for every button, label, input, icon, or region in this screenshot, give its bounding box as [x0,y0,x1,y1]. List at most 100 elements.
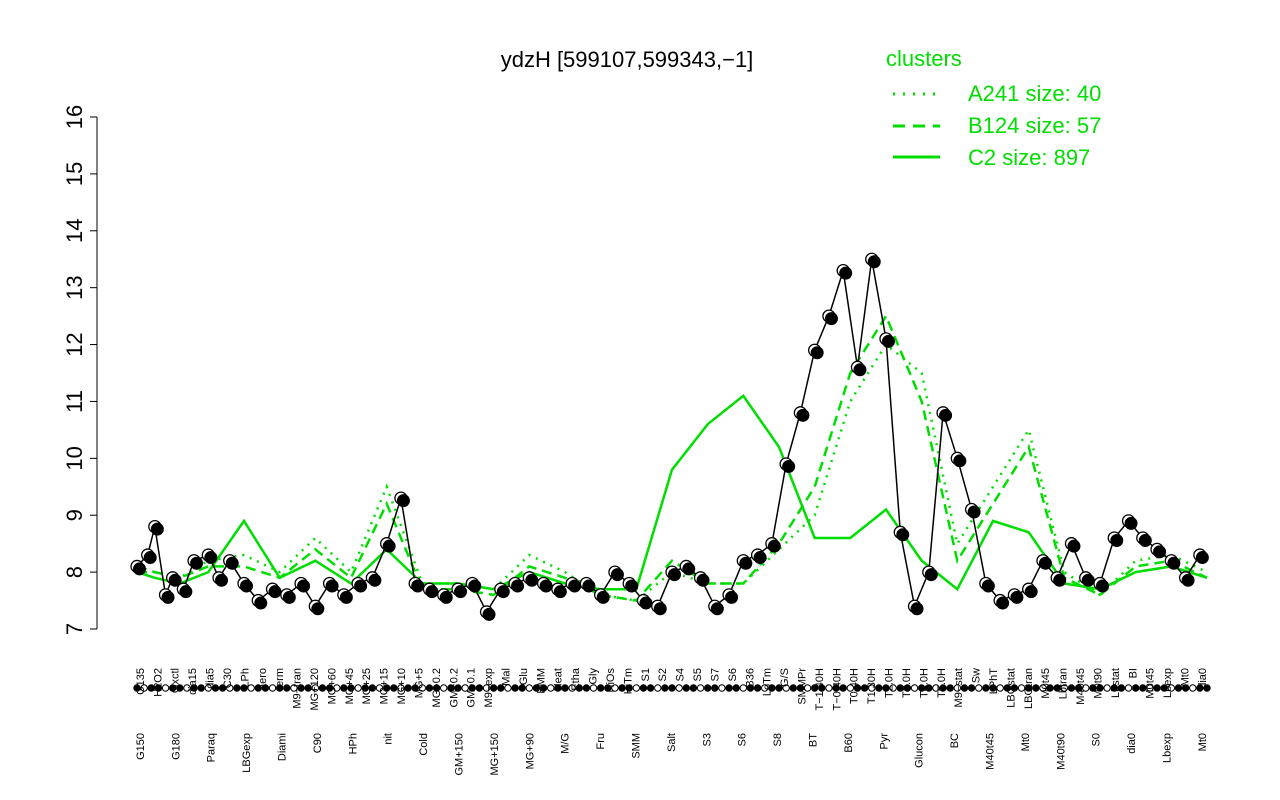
x-category-label: S8 [772,733,784,746]
rug-mark [418,684,427,692]
data-point [639,596,653,610]
x-category-label: MG+120 [309,668,321,711]
rug-mark [133,684,141,692]
x-category-label: Lbexp [1162,668,1174,698]
rug-mark [283,684,291,692]
x-category-label: MG+25 [361,668,373,704]
rug-mark [975,684,983,692]
x-category-label: LBGstat [1005,668,1017,708]
data-point [425,585,439,599]
data-point [582,579,596,593]
x-category-label: Lbexp [1162,733,1174,763]
x-category-label: T−0.40H [831,668,843,711]
rug-mark [761,684,769,692]
rug-mark [689,684,698,692]
rug-mark [1139,684,1147,692]
rug-mark [711,684,719,692]
rug-mark [318,684,327,692]
data-point [190,556,204,570]
data-point [1195,551,1209,565]
series-lines [136,313,1208,602]
rug-mark [875,684,883,692]
rug-mark [511,684,519,692]
rug-mark [1089,684,1097,692]
x-category-label: Diami [277,733,289,761]
rug-mark [161,684,170,692]
legend-title: clusters [886,46,962,71]
x-category-label: T2.0H [884,668,896,698]
rug-mark [1096,684,1104,692]
data-point [1110,533,1124,547]
data-point [525,573,539,587]
rug-mark [860,684,869,692]
legend-entry-c2: C2 size: 897 [968,145,1090,170]
data-point [1038,556,1052,570]
rug-mark [796,684,805,692]
rug-mark [917,684,926,692]
data-point [725,590,739,604]
x-category-label: T1.30H [866,668,878,704]
rug-mark [368,684,377,692]
x-category-label: Glu [518,668,530,685]
x-category-label: Oxctl [170,668,182,693]
x-category-label: Mt0 [1020,733,1032,751]
data-point [553,585,567,599]
rug-mark [960,684,969,692]
x-category-label: Mt0 [1197,733,1209,751]
x-category-label: ferm [274,668,286,690]
rug-mark [447,684,455,692]
x-category-label: C90 [312,733,324,753]
rug-mark [1017,684,1026,692]
rug-mark [554,684,562,692]
rug-mark [718,684,726,692]
rug-mark [340,684,348,692]
rug-mark [1174,684,1183,692]
rug-mark [247,684,255,692]
rug-mark [1010,684,1019,692]
rug-mark [925,684,933,692]
data-point [204,551,218,565]
x-category-label: MG+5 [413,668,425,698]
rug-mark [725,684,733,692]
data-point [325,579,339,593]
x-category-label: M/G [560,733,572,754]
x-category-label: BT [808,733,820,747]
data-point [482,607,496,621]
rug-mark [347,684,355,692]
rug-mark [518,684,526,692]
rug-mark [1160,684,1168,692]
rug-mark [832,684,840,692]
rug-mark [625,684,633,692]
rug-mark [1024,684,1033,692]
data-point [782,460,796,474]
rug-mark [311,684,320,692]
x-category-label: MG+60 [326,668,338,704]
rug-mark [1003,684,1011,692]
data-point [967,505,981,519]
data-point [867,255,881,269]
rug-mark [982,684,990,692]
rug-mark [333,684,341,692]
data-point [839,266,853,280]
x-category-label: LBGexp [241,733,253,773]
data-point [396,494,410,508]
series-line-c2 [136,393,1208,592]
rug-mark [639,684,648,692]
rug-mark [1110,684,1118,692]
rug-mark [782,684,790,692]
legend: clusters A241 size: 40 B124 size: 57 C2 … [886,46,1101,170]
rug-mark [1082,684,1090,692]
data-point [1024,585,1038,599]
rug-mark [604,684,612,692]
x-labels-upper: G135 H2O2 Oxctl dia15 dia5 C30 LPh aero ferm M9−t… [135,667,1209,710]
rug-mark [946,684,954,692]
x-category-label: S1 [640,668,652,681]
data-point [682,562,696,576]
rug-mark [989,684,997,692]
rug-mark [1060,684,1069,692]
rug-mark [996,684,1004,692]
data-point [996,596,1010,610]
data-point [753,551,767,565]
x-category-label: M40t45 [1075,668,1087,705]
x-category-label: S7 [709,668,721,681]
